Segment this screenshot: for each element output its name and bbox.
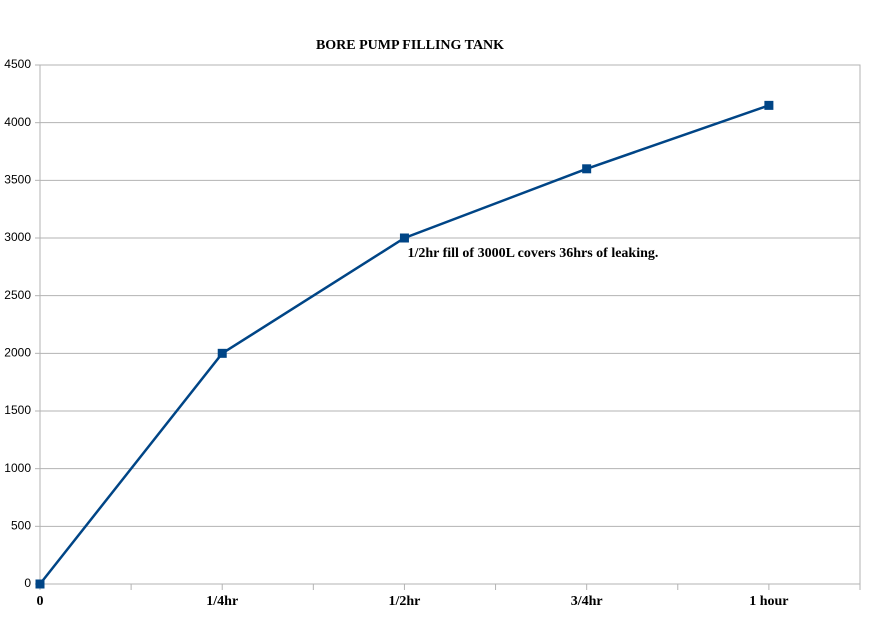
y-tick-label: 4000	[4, 115, 31, 129]
x-tick-label: 3/4hr	[571, 594, 603, 609]
plot-border	[39, 64, 861, 585]
data-point	[764, 100, 774, 110]
data-line	[39, 104, 770, 585]
y-tick-label: 4500	[4, 57, 31, 71]
data-point	[35, 579, 45, 589]
y-tick-label: 0	[24, 576, 31, 590]
data-point	[399, 233, 409, 243]
x-tick-label: 0	[37, 594, 44, 609]
y-tick-label: 2500	[4, 288, 31, 302]
x-tick-label: 1 hour	[749, 594, 788, 609]
y-tick-label: 3000	[4, 230, 31, 244]
y-tick-label: 2000	[4, 346, 31, 360]
data-point	[582, 164, 592, 174]
y-tick-label: 500	[11, 519, 31, 533]
chart-title: BORE PUMP FILLING TANK	[316, 38, 504, 53]
data-point	[217, 348, 227, 358]
y-tick-label: 3500	[4, 173, 31, 187]
annotation: 1/2hr fill of 3000L covers 36hrs of leak…	[407, 246, 658, 261]
y-tick-label: 1000	[4, 461, 31, 475]
x-tick-label: 1/4hr	[206, 594, 238, 609]
y-tick-label: 1500	[4, 403, 31, 417]
x-tick-label: 1/2hr	[388, 594, 420, 609]
